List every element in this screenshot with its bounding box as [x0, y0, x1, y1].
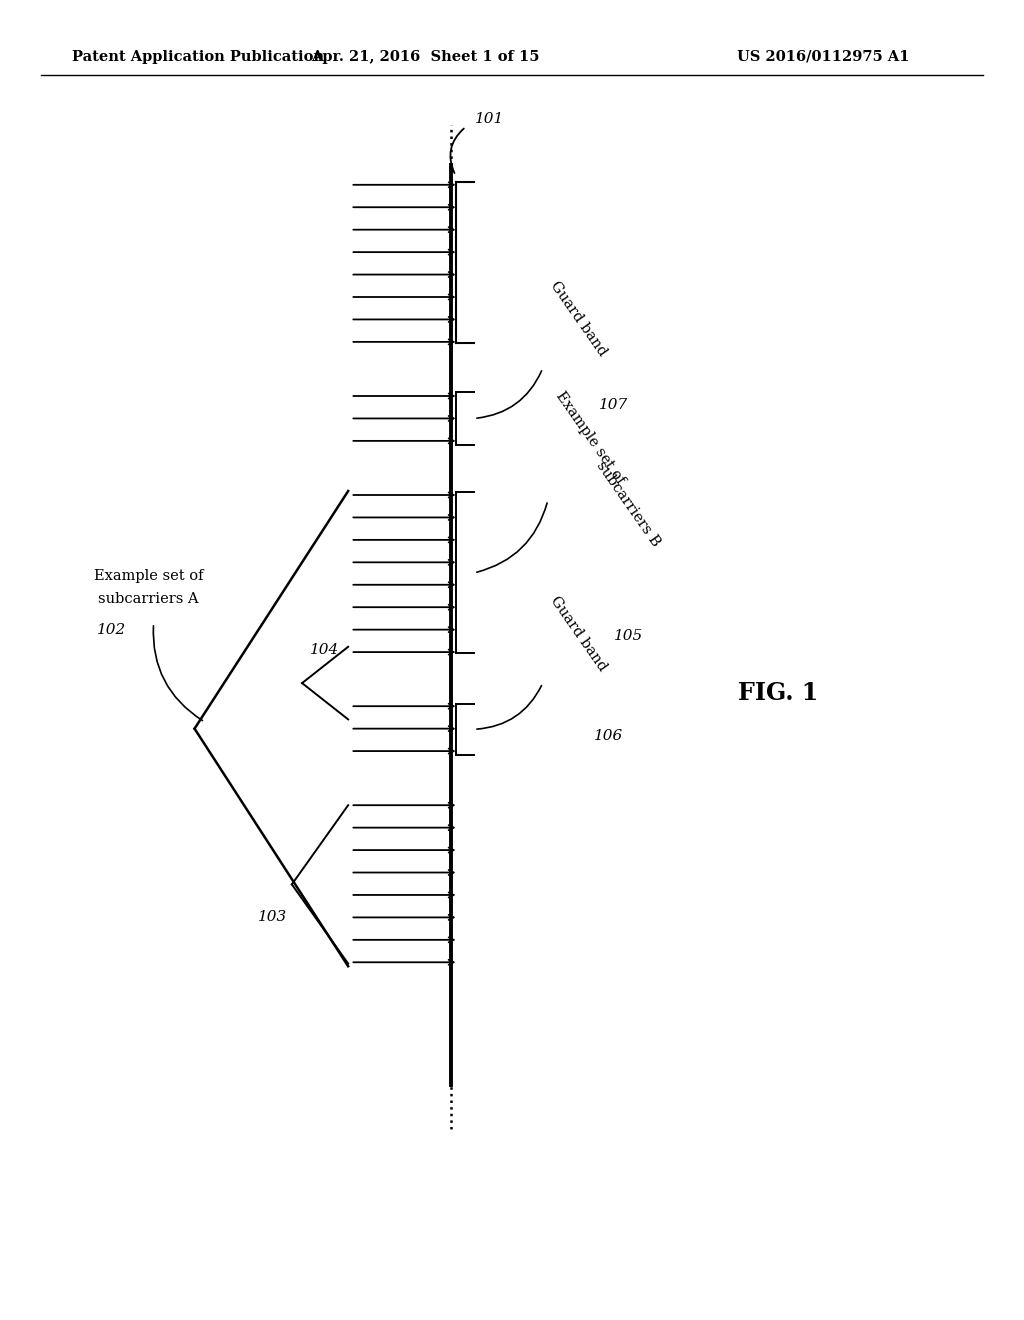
Text: 107: 107	[599, 399, 629, 412]
Text: 101: 101	[475, 112, 505, 125]
Text: Apr. 21, 2016  Sheet 1 of 15: Apr. 21, 2016 Sheet 1 of 15	[310, 50, 540, 63]
Text: FIG. 1: FIG. 1	[738, 681, 818, 705]
Text: 105: 105	[614, 630, 644, 643]
Text: subcarriers A: subcarriers A	[98, 591, 199, 606]
Text: Patent Application Publication: Patent Application Publication	[72, 50, 324, 63]
Text: subcarriers B: subcarriers B	[594, 458, 664, 549]
Text: Example set of: Example set of	[94, 569, 203, 583]
Text: US 2016/0112975 A1: US 2016/0112975 A1	[737, 50, 909, 63]
Text: Example set of: Example set of	[553, 389, 628, 487]
Text: 103: 103	[257, 911, 287, 924]
Text: 104: 104	[310, 643, 340, 657]
Text: 102: 102	[97, 623, 127, 636]
Text: Guard band: Guard band	[548, 594, 609, 673]
Text: Guard band: Guard band	[548, 279, 609, 359]
Text: 106: 106	[594, 729, 624, 743]
